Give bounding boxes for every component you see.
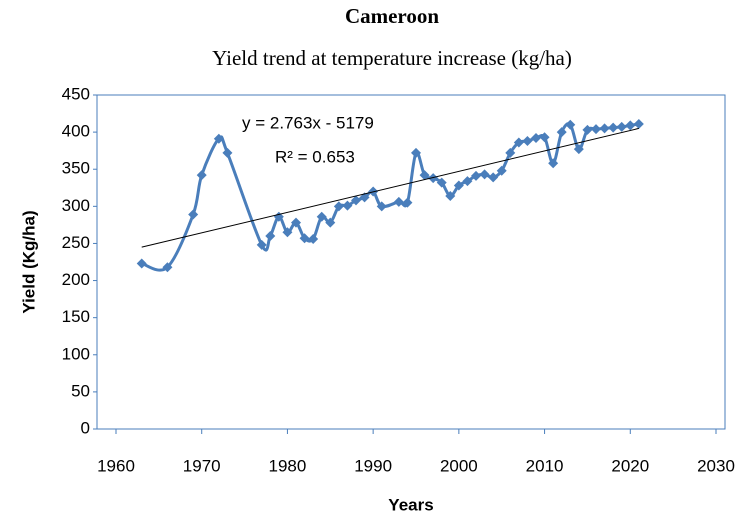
- point-marker: [316, 211, 327, 222]
- point-marker: [633, 118, 644, 129]
- y-tick-label: 400: [62, 122, 90, 141]
- y-tick-label: 350: [62, 159, 90, 178]
- point-marker: [513, 137, 524, 148]
- y-tick-label: 450: [62, 84, 90, 103]
- point-marker: [582, 124, 593, 135]
- plot-frame: [96, 94, 726, 430]
- x-tick-label: 2030: [697, 456, 735, 475]
- chart-subtitle: Yield trend at temperature increase (kg/…: [212, 46, 572, 70]
- point-marker: [436, 177, 447, 188]
- point-marker: [162, 262, 173, 273]
- point-marker: [265, 231, 276, 242]
- y-tick-label: 250: [62, 233, 90, 252]
- point-marker: [625, 120, 636, 131]
- point-marker: [393, 196, 404, 207]
- point-marker: [453, 180, 464, 191]
- point-marker: [188, 209, 199, 220]
- point-marker: [419, 170, 430, 181]
- point-marker: [479, 169, 490, 180]
- y-tick-label: 100: [62, 344, 90, 363]
- point-marker: [565, 119, 576, 130]
- point-marker: [522, 136, 533, 147]
- y-tick-label: 200: [62, 270, 90, 289]
- trend-line: [141, 127, 639, 248]
- point-marker: [291, 217, 301, 228]
- x-tick-label: 1960: [97, 456, 135, 475]
- point-marker: [325, 217, 336, 228]
- y-tick-label: 50: [71, 381, 90, 400]
- point-marker: [428, 173, 439, 184]
- point-marker: [351, 195, 361, 206]
- point-marker: [213, 133, 224, 144]
- point-marker: [196, 170, 207, 181]
- point-marker: [342, 200, 353, 211]
- point-marker: [556, 127, 567, 138]
- point-marker: [608, 122, 619, 133]
- x-tick-label: 1980: [269, 456, 307, 475]
- point-marker: [136, 258, 147, 269]
- point-marker: [222, 147, 233, 158]
- point-marker: [599, 123, 610, 134]
- y-tick-label: 0: [81, 418, 90, 437]
- point-marker: [282, 227, 293, 238]
- point-marker: [256, 239, 267, 250]
- y-tick-label: 150: [62, 307, 90, 326]
- trend-equation: y = 2.763x - 5179: [242, 113, 374, 132]
- point-marker: [471, 170, 481, 181]
- point-marker: [333, 201, 344, 212]
- point-marker: [616, 121, 627, 132]
- point-marker: [488, 172, 499, 183]
- x-tick-label: 2000: [440, 456, 478, 475]
- x-tick-label: 1970: [183, 456, 221, 475]
- chart-title: Cameroon: [345, 4, 439, 28]
- point-marker: [299, 233, 310, 244]
- point-marker: [402, 197, 413, 208]
- point-marker: [496, 165, 507, 176]
- y-axis-label: Yield (Kg/ha): [19, 210, 38, 313]
- y-tick-label: 300: [62, 196, 90, 215]
- point-marker: [548, 158, 559, 169]
- x-tick-label: 2010: [526, 456, 564, 475]
- point-marker: [411, 147, 421, 158]
- x-tick-label: 1990: [354, 456, 392, 475]
- point-marker: [591, 124, 601, 135]
- trend-r-squared: R² = 0.653: [275, 147, 355, 166]
- x-axis-label: Years: [388, 495, 433, 514]
- x-tick-label: 2020: [611, 456, 649, 475]
- point-marker: [308, 233, 319, 244]
- point-marker: [539, 132, 550, 143]
- point-marker: [445, 190, 456, 201]
- point-marker: [505, 147, 516, 158]
- point-marker: [462, 176, 473, 187]
- point-marker: [531, 133, 541, 144]
- point-marker: [573, 144, 584, 155]
- series-line: [141, 122, 640, 272]
- point-marker: [376, 201, 387, 212]
